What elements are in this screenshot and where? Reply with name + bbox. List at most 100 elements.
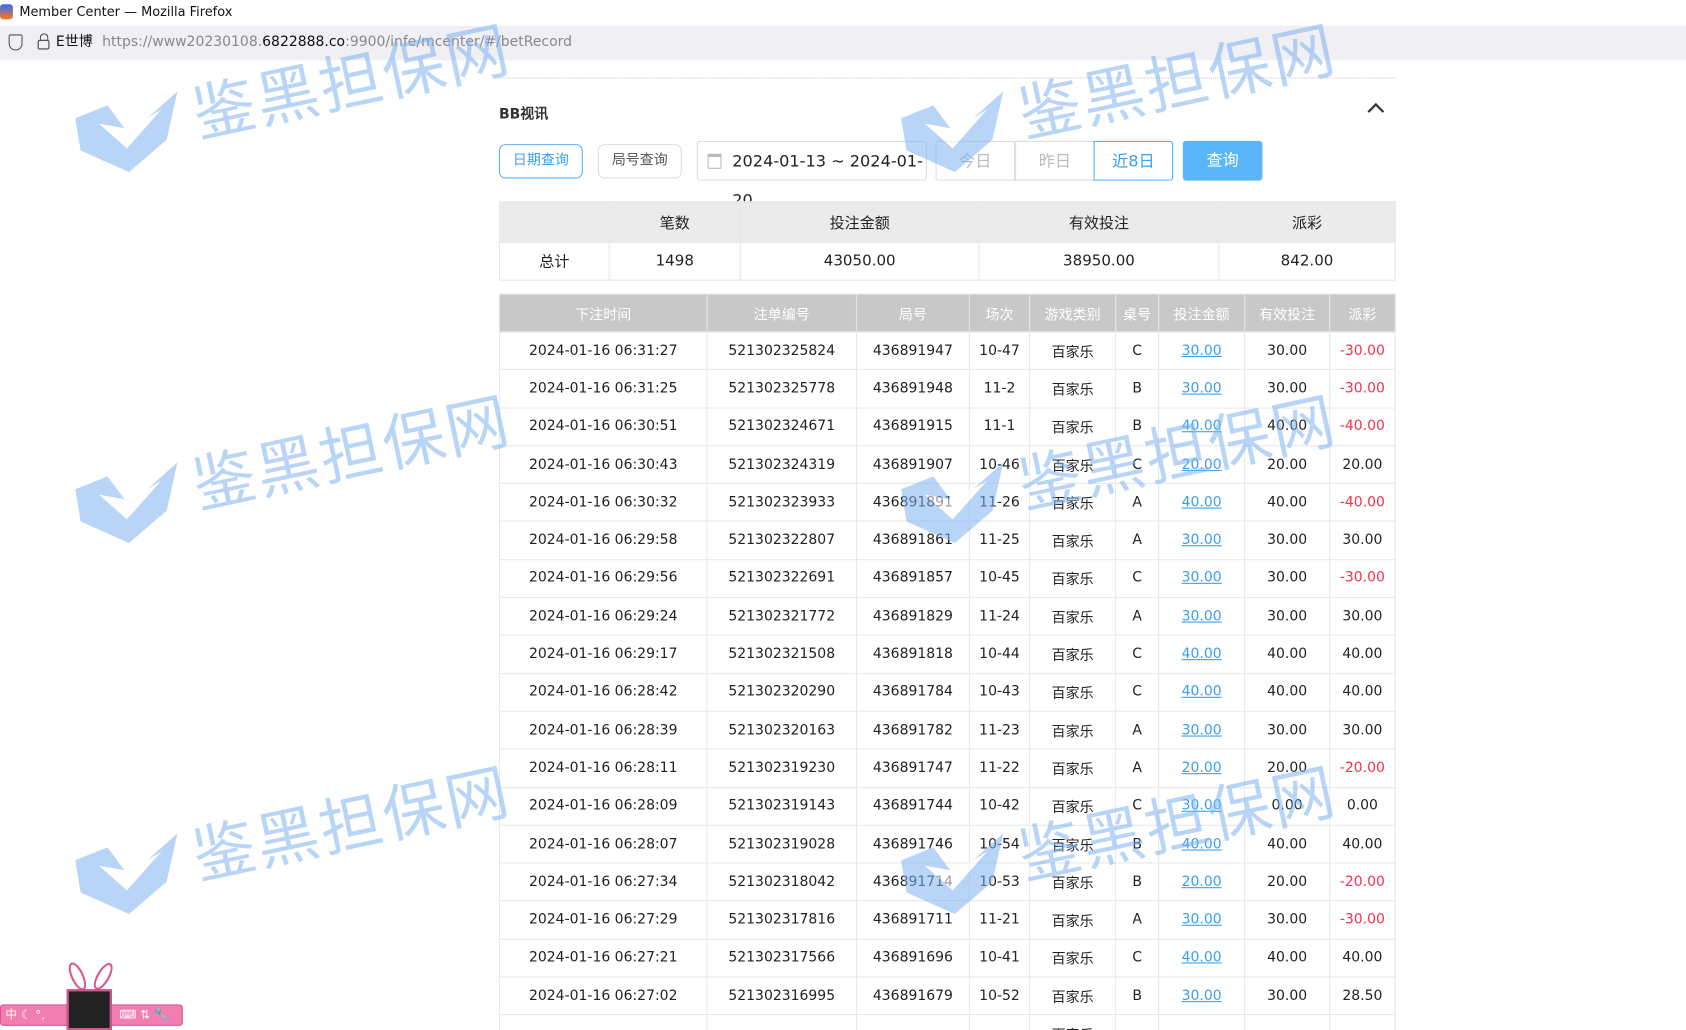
date-range-input[interactable]: 2024-01-13 ~ 2024-01-20 bbox=[696, 140, 927, 210]
cell-value: 436891746 bbox=[872, 836, 953, 853]
bet-amount-link[interactable]: 30.00 bbox=[1181, 608, 1222, 625]
cell-value: 521302321508 bbox=[728, 646, 836, 663]
bet-amount-link[interactable]: 30.00 bbox=[1181, 532, 1222, 549]
cell-value: 20.00 bbox=[1267, 760, 1308, 777]
bet-amount-link[interactable]: 30.00 bbox=[1181, 380, 1222, 397]
cell-value: 百家乐 bbox=[1051, 876, 1094, 893]
table-cell: C bbox=[1115, 331, 1160, 371]
table-row: 2024-01-16 06:28:39 521302320163 436891782… bbox=[498, 710, 1396, 750]
cell-value: 百家乐 bbox=[1051, 724, 1094, 741]
table-cell: 436891747 bbox=[855, 748, 970, 788]
table-cell: 521302324319 bbox=[706, 445, 858, 485]
cell-value: 2024-01-16 06:27:02 bbox=[528, 987, 678, 1004]
table-cell: 521302321772 bbox=[706, 596, 858, 636]
table-cell: 2024-01-16 06:28:09 bbox=[498, 786, 708, 826]
cell-value: 521302319028 bbox=[728, 836, 836, 853]
cell-value: 40.00 bbox=[1267, 646, 1308, 663]
bet-amount-link[interactable]: 40.00 bbox=[1181, 646, 1222, 663]
column-header: 下注时间 bbox=[498, 293, 708, 333]
table-row: 2024-01-16 06:27:34 521302318042 436891714… bbox=[498, 862, 1396, 902]
cell-value: 11-24 bbox=[979, 608, 1020, 625]
cell-value: 30.00 bbox=[1267, 608, 1308, 625]
bet-record-table: 下注时间 注单编号 局号 场次 游戏类别 桌号 投注金额 有效投注 派彩 2024-01-16 … bbox=[498, 293, 1396, 1030]
table-cell: 40.00 bbox=[1158, 672, 1246, 712]
today-button[interactable]: 今日 bbox=[935, 140, 1016, 181]
cell-value: 10-45 bbox=[979, 570, 1020, 587]
table-cell: 30.00 bbox=[1329, 520, 1396, 561]
ime-tools[interactable]: ⌨ ⇅ 🔧 bbox=[119, 1007, 169, 1022]
bet-amount-link[interactable]: 30.00 bbox=[1181, 911, 1222, 929]
cell-value: 521302317566 bbox=[728, 949, 836, 967]
bet-amount-link[interactable]: 40.00 bbox=[1181, 684, 1222, 701]
round-query-button[interactable]: 局号查询 bbox=[597, 144, 682, 179]
shield-icon[interactable] bbox=[8, 34, 23, 51]
cell-value: 40.00 bbox=[1342, 684, 1383, 701]
bet-amount-link[interactable]: 30.00 bbox=[1181, 722, 1222, 739]
cell-value: 百家乐 bbox=[1051, 458, 1094, 475]
table-cell: A bbox=[1115, 710, 1160, 750]
table-row: 2024-01-16 06:31:27 521302325824 436891947… bbox=[498, 331, 1396, 371]
bet-amount-link[interactable]: 20.00 bbox=[1181, 760, 1222, 777]
bet-amount-link[interactable]: 40.00 bbox=[1181, 418, 1222, 435]
cell-value: 30.00 bbox=[1267, 380, 1308, 397]
chevron-up-icon[interactable] bbox=[1367, 102, 1385, 120]
table-cell: C bbox=[1115, 938, 1160, 978]
table-cell: 2024-01-16 06:28:11 bbox=[498, 748, 708, 788]
url-text[interactable]: https://www20230108.6822888.co:9900/infe… bbox=[102, 26, 572, 60]
ime-toolbar[interactable]: 中 ☾ °, ⌨ ⇅ 🔧 bbox=[0, 957, 188, 1030]
bet-amount-link[interactable]: 40.00 bbox=[1181, 836, 1222, 853]
query-button[interactable]: 查询 bbox=[1182, 140, 1263, 181]
table-cell: 521302317816 bbox=[706, 900, 858, 940]
cell-value: 10-43 bbox=[979, 684, 1020, 701]
bet-amount-link[interactable]: 30.00 bbox=[1181, 798, 1222, 815]
table-cell: 40.00 bbox=[1244, 824, 1331, 864]
cell-value: 10-44 bbox=[979, 646, 1020, 663]
table-cell: 40.00 bbox=[1158, 938, 1246, 978]
cell-value: 521302320163 bbox=[728, 722, 836, 739]
cell-value: 2024-01-16 06:31:25 bbox=[528, 380, 678, 397]
ime-mode-label[interactable]: 中 ☾ °, bbox=[5, 1007, 46, 1022]
table-cell: 436891696 bbox=[855, 938, 970, 978]
table-cell: 40.00 bbox=[1244, 634, 1331, 674]
table-cell: 10-46 bbox=[968, 445, 1031, 485]
table-cell: 10-41 bbox=[968, 938, 1031, 978]
bet-amount-link[interactable]: 20.00 bbox=[1181, 456, 1222, 473]
bet-amount-link[interactable]: 30.00 bbox=[1181, 570, 1222, 587]
cell-value: 11-22 bbox=[979, 760, 1020, 777]
bet-amount-link[interactable]: 40.00 bbox=[1181, 949, 1222, 967]
table-cell: 436891714 bbox=[855, 862, 970, 902]
lock-icon[interactable] bbox=[37, 33, 50, 50]
summary-table: 笔数 投注金额 有效投注 派彩 总计 1498 43050.00 38950.00 842.00 bbox=[498, 201, 1396, 281]
table-row: 百家乐 bbox=[498, 1014, 1396, 1030]
cell-value: 百家乐 bbox=[1051, 534, 1094, 551]
cell-value: 436891784 bbox=[872, 684, 953, 701]
yesterday-button[interactable]: 昨日 bbox=[1015, 140, 1095, 181]
bet-amount-link[interactable]: 40.00 bbox=[1181, 494, 1222, 511]
cell-value: 521302319143 bbox=[728, 798, 836, 815]
bet-amount-link[interactable]: 30.00 bbox=[1181, 987, 1222, 1004]
bet-amount-link[interactable]: 30.00 bbox=[1181, 342, 1222, 359]
table-cell: 2024-01-16 06:27:21 bbox=[498, 938, 708, 978]
table-cell: 436891948 bbox=[855, 369, 970, 409]
cell-value: 521302318042 bbox=[728, 874, 836, 891]
cell-value: 2024-01-16 06:29:56 bbox=[528, 570, 678, 587]
table-row: 2024-01-16 06:27:21 521302317566 436891696… bbox=[498, 938, 1396, 978]
last-8-days-button[interactable]: 近8日 bbox=[1093, 140, 1174, 181]
cell-value: 11-21 bbox=[979, 911, 1020, 929]
bet-amount-link[interactable]: 20.00 bbox=[1181, 874, 1222, 891]
url-bar[interactable]: E世博 https://www20230108.6822888.co:9900/… bbox=[0, 25, 1686, 61]
table-cell: 521302320163 bbox=[706, 710, 858, 750]
table-cell: 11-22 bbox=[968, 748, 1031, 788]
cell-value: -30.00 bbox=[1339, 570, 1385, 587]
cell-value: 百家乐 bbox=[1051, 914, 1094, 931]
table-cell: 10-52 bbox=[968, 976, 1031, 1016]
cell-value: 11-26 bbox=[979, 494, 1020, 511]
table-row: 2024-01-16 06:28:42 521302320290 436891784… bbox=[498, 672, 1396, 712]
cell-value: 百家乐 bbox=[1051, 800, 1094, 817]
table-cell: 百家乐 bbox=[1029, 407, 1117, 447]
date-query-button[interactable]: 日期查询 bbox=[498, 144, 583, 179]
table-cell: 2024-01-16 06:27:02 bbox=[498, 976, 708, 1016]
cell-value: 30.00 bbox=[1267, 911, 1308, 929]
cell-value: 11-23 bbox=[979, 722, 1020, 739]
table-cell: B bbox=[1115, 862, 1160, 902]
